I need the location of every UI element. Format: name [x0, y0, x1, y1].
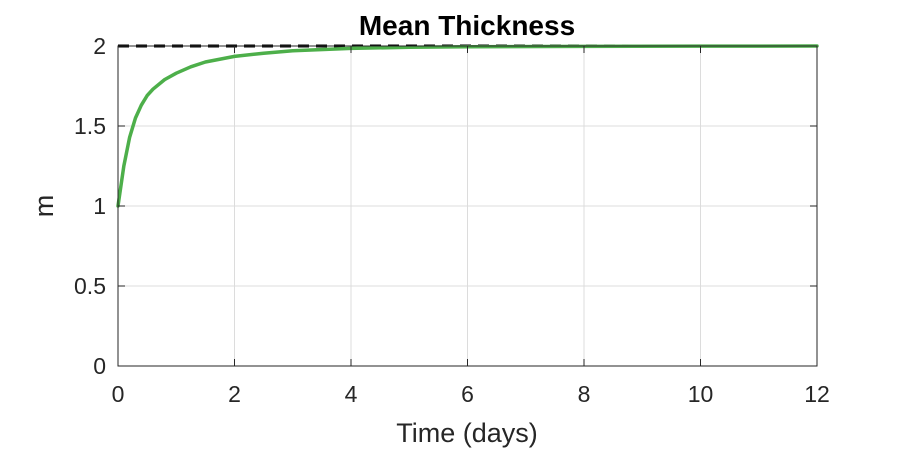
x-tick-label: 4 — [345, 381, 358, 407]
x-tick-label: 10 — [688, 381, 714, 407]
x-tick-label: 0 — [112, 381, 125, 407]
chart-title: Mean Thickness — [359, 10, 575, 41]
y-tick-labels: 0 0.5 1 1.5 2 — [74, 33, 106, 379]
thickness-series-line — [116, 44, 819, 208]
x-tick-labels: 0 2 4 6 8 10 12 — [112, 381, 830, 407]
x-tick-label: 8 — [578, 381, 591, 407]
grid-lines — [118, 46, 817, 366]
x-tick-label: 6 — [461, 381, 474, 407]
y-tick-label: 1 — [93, 193, 106, 219]
y-tick-label: 2 — [93, 33, 106, 59]
y-tick-label: 0 — [93, 353, 106, 379]
y-tick-label: 0.5 — [74, 273, 106, 299]
x-tick-label: 2 — [228, 381, 241, 407]
x-tick-label: 12 — [804, 381, 830, 407]
y-tick-label: 1.5 — [74, 113, 106, 139]
tick-marks — [117, 45, 818, 367]
x-axis-label: Time (days) — [396, 418, 538, 448]
y-axis-label: m — [29, 195, 59, 218]
